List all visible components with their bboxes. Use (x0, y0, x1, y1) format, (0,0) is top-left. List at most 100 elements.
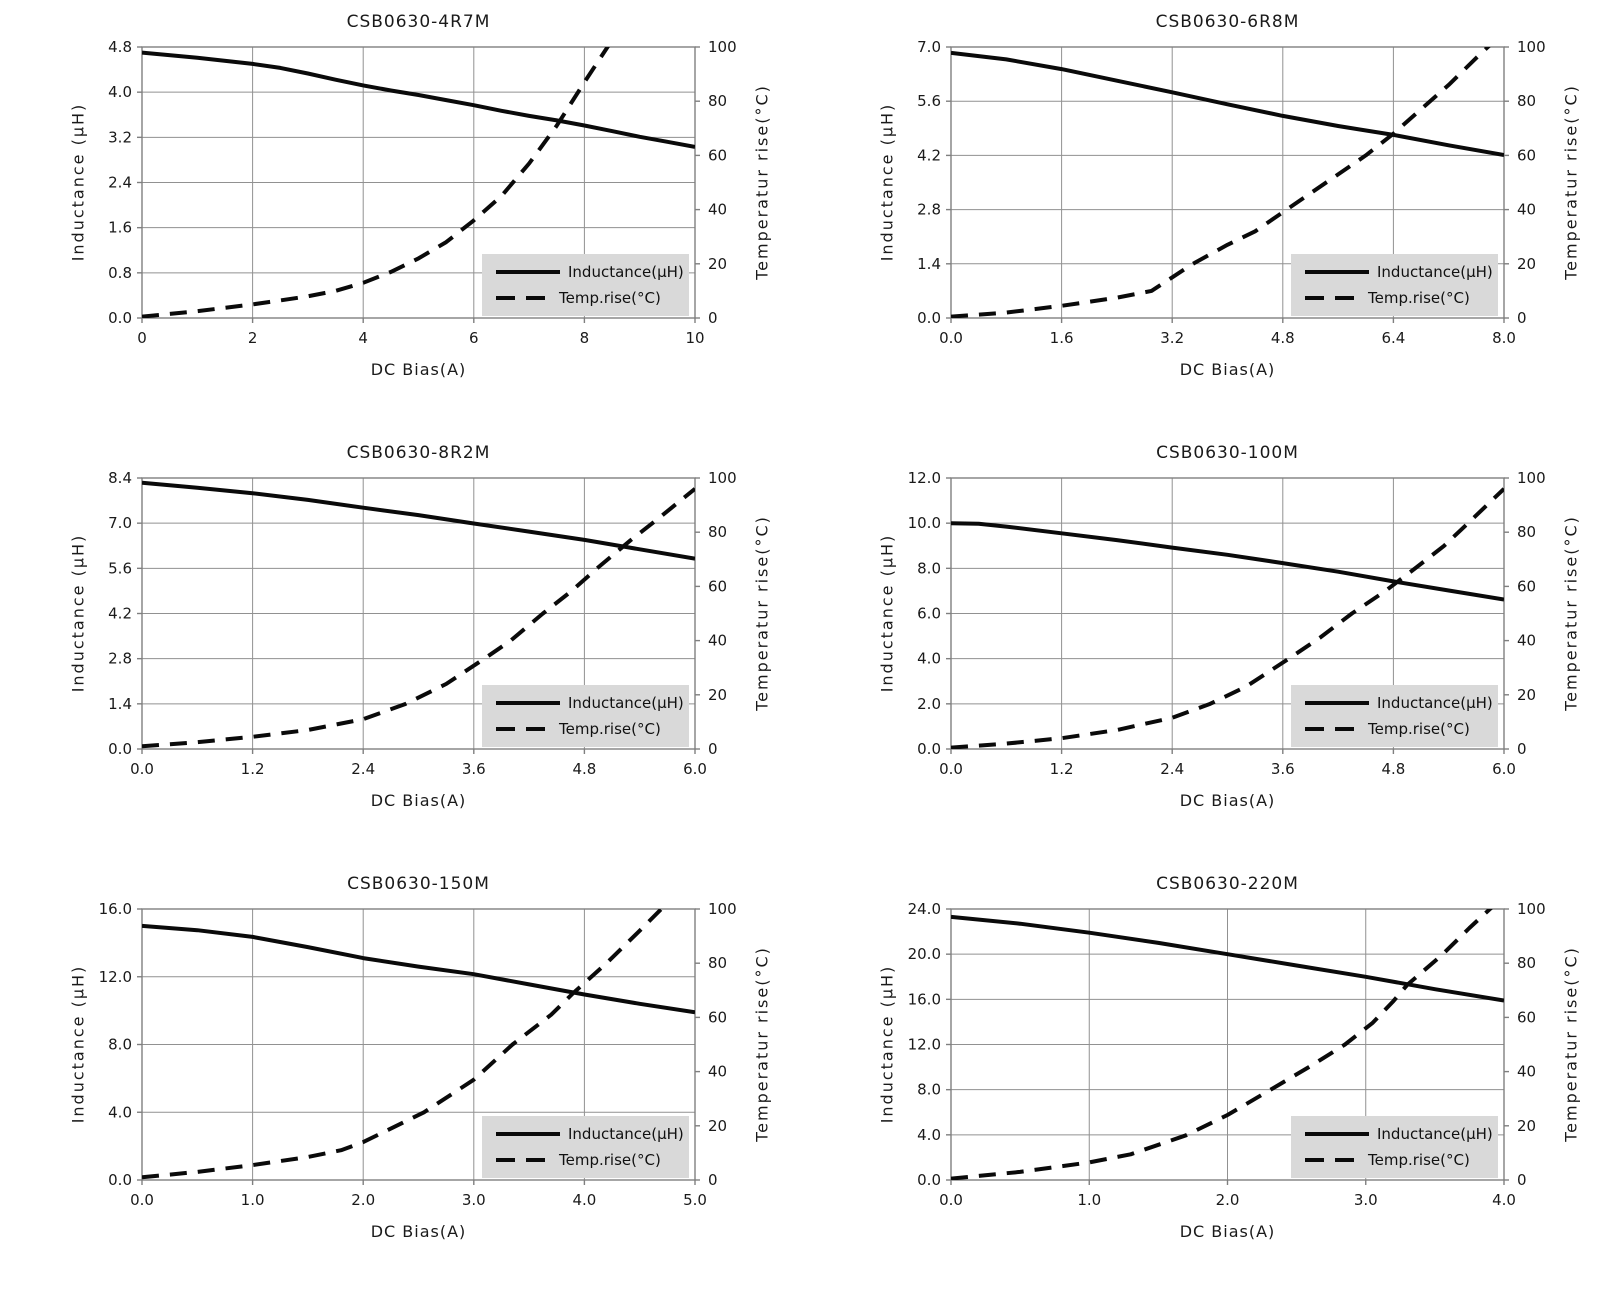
y-tick-label-right: 80 (708, 954, 727, 972)
legend-item-temp-rise: Temp.rise(°C) (496, 720, 689, 738)
legend-item-temp-rise: Temp.rise(°C) (496, 289, 689, 307)
y-tick-label-right: 0 (708, 1171, 718, 1189)
y-tick-label-left: 8.0 (108, 1036, 132, 1054)
plot-area: 0 2 4 6 8 10 0.0 0.8 1.6 2.4 3.2 4.0 4.8 0 20 40 60 80 100 (108, 38, 737, 347)
y-tick-label-left: 8.0 (917, 1081, 941, 1099)
chart-csb0630-6r8m: CSB0630-6R8M Inductance (μH) Temperatur … (809, 0, 1618, 431)
y-tick-label-right: 20 (1517, 255, 1536, 273)
chart-title: CSB0630-220M (1156, 874, 1299, 894)
chart-csb0630-4r7m: CSB0630-4R7M Inductance (μH) Temperatur … (0, 0, 809, 431)
legend-item-temp-rise: Temp.rise(°C) (496, 1151, 689, 1169)
legend-label: Inductance(μH) (1377, 1124, 1493, 1143)
y-tick-label-right: 100 (1517, 469, 1546, 487)
legend-label: Inductance(μH) (1377, 262, 1493, 281)
y-tick-label-left: 4.8 (108, 38, 132, 56)
x-tick-label: 3.0 (1354, 1191, 1378, 1209)
legend: Inductance(μH) Temp.rise(°C) (1291, 1116, 1498, 1178)
y-tick-label-left: 4.0 (108, 83, 132, 101)
y-tick-label-right: 0 (708, 740, 718, 758)
legend-item-inductance: Inductance(μH) (1305, 263, 1498, 281)
y-tick-label-left: 0.0 (917, 309, 941, 327)
inductance-curve (951, 914, 1504, 1003)
legend-label: Temp.rise(°C) (1368, 1151, 1470, 1170)
y-tick-label-left: 16.0 (908, 990, 941, 1008)
y-tick-label-left: 0.0 (917, 1171, 941, 1189)
y-tick-label-left: 7.0 (108, 514, 132, 532)
temp-rise-curve (951, 487, 1504, 749)
temp-rise-curve (142, 487, 695, 749)
y-tick-label-right: 40 (708, 201, 727, 219)
x-tick-label: 4.0 (572, 1191, 596, 1209)
legend-solid-line-icon (1305, 269, 1369, 274)
y-tick-label-right: 100 (708, 900, 737, 918)
legend: Inductance(μH) Temp.rise(°C) (482, 685, 689, 747)
x-tick-label: 0.0 (130, 1191, 154, 1209)
y-tick-label-left: 1.4 (917, 255, 941, 273)
plot-border (950, 46, 1505, 319)
x-tick-label: 8 (580, 329, 590, 347)
x-axis-label: DC Bias(A) (1179, 1222, 1276, 1241)
x-tick-label: 2.0 (1216, 1191, 1240, 1209)
y-tick-label-left: 0.8 (108, 264, 132, 282)
chart-csb0630-100m: CSB0630-100M Inductance (μH) Temperatur … (809, 431, 1618, 862)
y-tick-label-left: 16.0 (99, 900, 132, 918)
y-tick-label-left: 4.0 (108, 1103, 132, 1121)
legend-solid-line-icon (1305, 1131, 1369, 1136)
x-tick-label: 0 (137, 329, 147, 347)
legend-label: Temp.rise(°C) (1368, 720, 1470, 739)
legend: Inductance(μH) Temp.rise(°C) (1291, 685, 1498, 747)
x-tick-label: 3.6 (1271, 760, 1295, 778)
y-tick-label-left: 24.0 (908, 900, 941, 918)
legend-solid-line-icon (496, 1131, 560, 1136)
x-tick-label: 4.8 (1381, 760, 1405, 778)
legend-solid-line-icon (1305, 700, 1369, 705)
legend-item-temp-rise: Temp.rise(°C) (1305, 720, 1498, 738)
y-tick-label-left: 0.0 (917, 740, 941, 758)
y-tick-label-right: 80 (1517, 92, 1536, 110)
legend-label: Temp.rise(°C) (559, 289, 661, 308)
y-tick-label-left: 1.6 (108, 219, 132, 237)
legend-label: Inductance(μH) (568, 693, 684, 712)
x-axis-label: DC Bias(A) (370, 791, 467, 810)
x-tick-label: 10 (685, 329, 704, 347)
y-tick-label-right: 40 (1517, 201, 1536, 219)
x-tick-label: 0.0 (939, 1191, 963, 1209)
y-tick-label-right: 100 (1517, 38, 1546, 56)
y-tick-label-left: 2.8 (108, 650, 132, 668)
plot-area: 0.0 1.2 2.4 3.6 4.8 6.0 0.0 2.0 4.0 6.0 8.0 10.0 12.… (908, 469, 1546, 778)
y-tick-label-right: 0 (1517, 1171, 1527, 1189)
chart-title: CSB0630-4R7M (346, 12, 491, 32)
inductance-curve (142, 923, 695, 1015)
legend: Inductance(μH) Temp.rise(°C) (482, 254, 689, 316)
y-tick-label-right: 100 (708, 38, 737, 56)
x-tick-label: 4.8 (1271, 329, 1295, 347)
y-tick-label-right: 100 (1517, 900, 1546, 918)
legend-dashed-line-icon (496, 727, 551, 732)
temp-rise-curve (951, 47, 1491, 318)
legend-item-inductance: Inductance(μH) (496, 263, 689, 281)
x-tick-label: 3.6 (462, 760, 486, 778)
y-tick-label-left: 4.2 (108, 605, 132, 623)
y-tick-label-left: 2.8 (917, 201, 941, 219)
x-tick-label: 0.0 (939, 760, 963, 778)
y-tick-label-left: 1.4 (108, 695, 132, 713)
y-tick-label-right: 0 (1517, 740, 1527, 758)
legend-label: Temp.rise(°C) (559, 720, 661, 739)
y-tick-label-right: 60 (708, 146, 727, 164)
y-tick-label-left: 4.2 (917, 146, 941, 164)
y-tick-label-right: 60 (1517, 577, 1536, 595)
y-tick-label-left: 8.4 (108, 469, 132, 487)
y-tick-label-left: 5.6 (108, 559, 132, 577)
y-tick-label-left: 20.0 (908, 945, 941, 963)
plot-area: 0.0 1.0 2.0 3.0 4.0 5.0 0.0 4.0 8.0 12.0 16.0 0 20 40… (99, 900, 737, 1209)
legend-label: Temp.rise(°C) (559, 1151, 661, 1170)
legend: Inductance(μH) Temp.rise(°C) (1291, 254, 1498, 316)
legend-dashed-line-icon (496, 296, 551, 301)
x-tick-label: 4.0 (1492, 1191, 1516, 1209)
x-tick-label: 1.0 (1077, 1191, 1101, 1209)
x-tick-label: 6.4 (1381, 329, 1405, 347)
y-tick-label-left: 0.0 (108, 740, 132, 758)
legend-solid-line-icon (496, 700, 560, 705)
y-tick-label-right: 20 (1517, 686, 1536, 704)
